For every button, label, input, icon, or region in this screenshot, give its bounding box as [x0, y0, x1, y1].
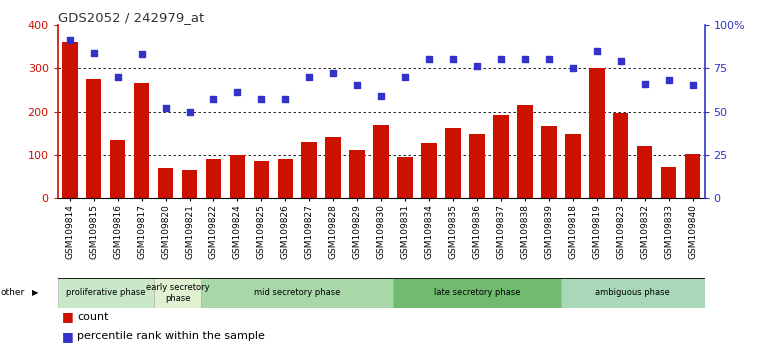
Text: ■: ■ [62, 330, 73, 343]
Bar [326, 137, 341, 198]
Bar [421, 143, 437, 198]
Bar [397, 157, 413, 198]
Bar [62, 42, 78, 198]
Bar [153, 278, 202, 308]
Text: proliferative phase: proliferative phase [66, 289, 146, 297]
Bar [393, 278, 561, 308]
Point [470, 64, 483, 69]
Bar [493, 115, 509, 198]
Bar [253, 161, 270, 198]
Bar [517, 105, 533, 198]
Point [591, 48, 603, 53]
Text: percentile rank within the sample: percentile rank within the sample [77, 331, 265, 341]
Text: ▶: ▶ [32, 289, 38, 297]
Point [327, 70, 340, 76]
Point [447, 57, 459, 62]
Point [255, 97, 267, 102]
Point [159, 105, 172, 111]
Point [303, 74, 316, 80]
Text: mid secretory phase: mid secretory phase [254, 289, 340, 297]
Bar [182, 170, 197, 198]
Text: late secretory phase: late secretory phase [434, 289, 521, 297]
Bar [445, 127, 460, 198]
Point [519, 57, 531, 62]
Point [543, 57, 555, 62]
Bar [302, 142, 317, 198]
Text: count: count [77, 312, 109, 322]
Point [280, 97, 292, 102]
Point [351, 82, 363, 88]
Bar [637, 146, 652, 198]
Point [567, 65, 579, 71]
Point [375, 93, 387, 99]
Point [638, 81, 651, 87]
Bar [158, 168, 173, 198]
Bar [541, 126, 557, 198]
Point [64, 38, 76, 43]
Point [231, 90, 243, 95]
Text: other: other [1, 289, 25, 297]
Bar [589, 68, 604, 198]
Point [112, 74, 124, 80]
Bar [134, 83, 149, 198]
Bar [86, 79, 102, 198]
Bar [202, 278, 393, 308]
Point [399, 74, 411, 80]
Bar [469, 134, 485, 198]
Point [495, 57, 507, 62]
Bar [613, 113, 628, 198]
Bar [561, 278, 705, 308]
Point [423, 57, 435, 62]
Bar [58, 278, 153, 308]
Text: early secretory
phase: early secretory phase [146, 283, 209, 303]
Point [662, 78, 675, 83]
Bar [685, 154, 701, 198]
Point [207, 97, 219, 102]
Text: ambiguous phase: ambiguous phase [595, 289, 670, 297]
Text: ■: ■ [62, 310, 73, 323]
Bar [277, 159, 293, 198]
Point [183, 109, 196, 114]
Point [88, 50, 100, 55]
Bar [350, 150, 365, 198]
Bar [661, 167, 676, 198]
Bar [565, 134, 581, 198]
Bar [110, 140, 126, 198]
Point [614, 58, 627, 64]
Point [136, 51, 148, 57]
Bar [206, 159, 221, 198]
Bar [229, 155, 245, 198]
Bar [373, 125, 389, 198]
Point [686, 82, 698, 88]
Text: GDS2052 / 242979_at: GDS2052 / 242979_at [58, 11, 204, 24]
